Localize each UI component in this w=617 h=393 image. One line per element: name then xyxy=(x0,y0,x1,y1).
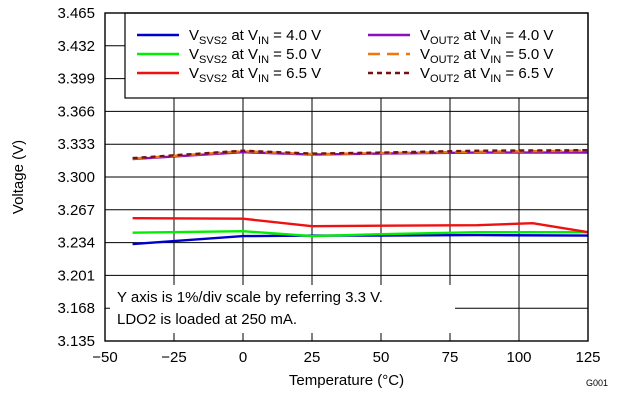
y-tick-label: 3.135 xyxy=(57,333,95,350)
x-tick-label: −25 xyxy=(161,349,186,366)
series-line-3 xyxy=(132,217,589,234)
y-tick-label: 3.366 xyxy=(57,103,95,120)
legend-label-2: VSVS2 at VIN = 5.0 V xyxy=(189,46,321,66)
y-tick-label: 3.267 xyxy=(57,202,95,219)
y-tick-label: 3.234 xyxy=(57,235,95,252)
legend-label-1: VSVS2 at VIN = 4.0 V xyxy=(189,27,321,47)
x-tick-label: 0 xyxy=(239,349,247,366)
series-lines xyxy=(132,149,589,246)
legend-label-4: VOUT2 at VIN = 4.0 V xyxy=(420,27,553,47)
annotation-line-2: LDO2 is loaded at 250 mA. xyxy=(117,311,297,328)
y-tick-label: 3.201 xyxy=(57,267,95,284)
annotation-bg xyxy=(110,285,455,333)
x-tick-label: 50 xyxy=(373,349,390,366)
y-tick-label: 3.432 xyxy=(57,38,95,55)
figure-id: G001 xyxy=(586,378,608,388)
x-tick-label: 75 xyxy=(442,349,459,366)
y-tick-label: 3.333 xyxy=(57,136,95,153)
legend-label-3: VSVS2 at VIN = 6.5 V xyxy=(189,65,321,85)
legend-label-5: VOUT2 at VIN = 5.0 V xyxy=(420,46,553,66)
legend-label-6: VOUT2 at VIN = 6.5 V xyxy=(420,65,553,85)
x-tick-label: 100 xyxy=(506,349,531,366)
x-tick-label: 25 xyxy=(304,349,321,366)
axes xyxy=(104,12,589,342)
axis-titles: Temperature (°C) Voltage (V) G001 xyxy=(10,140,608,389)
annotation-box: Y axis is 1%/div scale by referring 3.3 … xyxy=(110,285,455,333)
tick-labels: −50 −25 0 25 50 75 100 125 3.465 3.432 3.399 3.366 3… xyxy=(57,5,600,366)
series-line-6 xyxy=(132,149,589,160)
x-tick-label: 125 xyxy=(575,349,600,366)
plot-frame xyxy=(104,12,589,342)
annotation-line-1: Y axis is 1%/div scale by referring 3.3 … xyxy=(117,289,383,306)
y-tick-label: 3.300 xyxy=(57,169,95,186)
legend-box xyxy=(124,12,589,99)
series-line-2 xyxy=(132,229,588,238)
y-tick-label: 3.465 xyxy=(57,5,95,22)
x-axis-title: Temperature (°C) xyxy=(289,372,404,389)
y-tick-label: 3.399 xyxy=(57,71,95,88)
y-axis-title: Voltage (V) xyxy=(10,140,27,214)
x-tick-label: −50 xyxy=(92,349,117,366)
y-tick-label: 3.168 xyxy=(57,300,95,317)
